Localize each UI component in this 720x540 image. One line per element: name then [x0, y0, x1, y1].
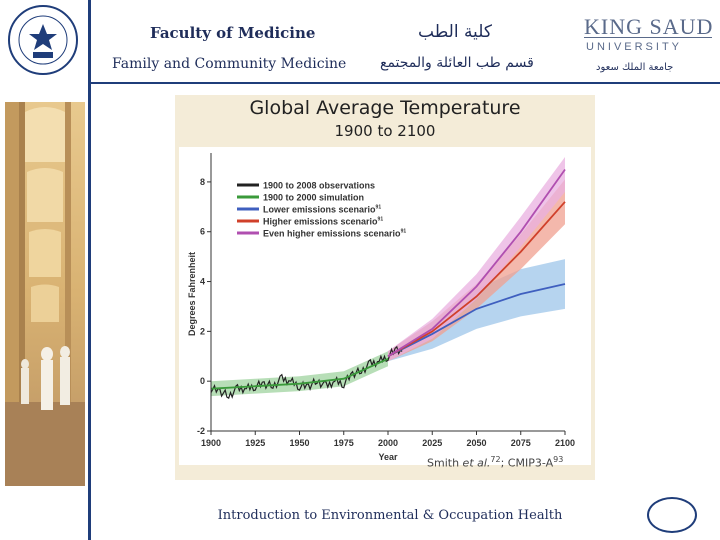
chart-panel: 1900 1925 1950 1975 2000 2025 2050 2075 2100 -2 0 2…: [175, 95, 595, 480]
legend-label-2: Lower emissions scenario91: [263, 205, 381, 215]
faculty-title-en: Faculty of Medicine: [150, 24, 316, 42]
x-tick-label: 2100: [555, 438, 575, 448]
y-tick-label: -2: [197, 426, 205, 436]
citation-sep: ; CMIP3-A: [500, 456, 554, 470]
university-seal-logo: [8, 5, 78, 75]
x-tick-label: 1900: [201, 438, 221, 448]
department-title-ar: قسم طب العائلة والمجتمع: [380, 55, 534, 71]
university-name-ar: جامعة الملك سعود: [596, 62, 674, 73]
x-tick-label: 2025: [422, 438, 442, 448]
chart-subtitle: 1900 to 2100: [334, 122, 436, 140]
legend-label-1: 1900 to 2000 simulation: [263, 193, 364, 203]
x-tick-label: 2000: [378, 438, 398, 448]
series-line-1: [210, 357, 389, 390]
x-tick-label: 2075: [511, 438, 531, 448]
y-tick-label: 8: [200, 177, 205, 187]
chart-citation: Smith et al.72; CMIP3-A93: [427, 455, 563, 470]
series-line-0: [210, 345, 403, 399]
x-tick-label: 1975: [334, 438, 354, 448]
legend-label-0: 1900 to 2008 observations: [263, 181, 375, 191]
ksu-logo-line2: UNIVERSITY: [586, 41, 682, 53]
y-tick-label: 6: [200, 227, 205, 237]
legend-superscript-3: 91: [378, 217, 384, 223]
campus-photo: [5, 102, 85, 486]
citation-author: Smith: [427, 456, 460, 470]
y-tick-label: 0: [200, 376, 205, 386]
next-slide-button[interactable]: [647, 497, 697, 533]
x-tick-label: 1925: [245, 438, 265, 448]
legend-superscript-4: 91: [401, 229, 407, 235]
legend-label-3: Higher emissions scenario91: [263, 217, 383, 227]
header-divider: [90, 82, 720, 84]
citation-ref2: 93: [553, 455, 564, 464]
series-line-3: [387, 201, 566, 358]
king-saud-university-logo: KING SAUD UNIVERSITY: [584, 14, 713, 53]
uncertainty-band-3: [211, 351, 388, 397]
left-vertical-divider: [88, 0, 91, 540]
citation-et-al: et al.: [462, 456, 491, 470]
temperature-chart: 1900 1925 1950 1975 2000 2025 2050 2075 2100 -2 0 2…: [179, 147, 591, 465]
x-tick-label: 1950: [289, 438, 309, 448]
series-line-4: [387, 168, 566, 358]
citation-ref1: 72: [490, 455, 501, 464]
department-title-en: Family and Community Medicine: [112, 56, 347, 72]
legend-superscript-2: 91: [376, 205, 382, 211]
uncertainty-band-2: [388, 157, 565, 362]
footer-course-title: Introduction to Environmental & Occupati…: [217, 508, 563, 523]
x-tick-label: 2050: [466, 438, 486, 448]
legend-label-4: Even higher emissions scenario91: [263, 229, 406, 239]
x-axis-label: Year: [378, 452, 398, 462]
chart-title: Global Average Temperature: [249, 97, 521, 119]
faculty-title-ar: كلية الطب: [418, 22, 492, 42]
y-tick-label: 4: [200, 277, 205, 287]
y-tick-label: 2: [200, 326, 205, 336]
ksu-logo-line1: KING SAUD: [584, 14, 713, 39]
series-line-2: [387, 283, 566, 358]
y-axis-label: Degrees Fahrenheit: [187, 252, 197, 336]
